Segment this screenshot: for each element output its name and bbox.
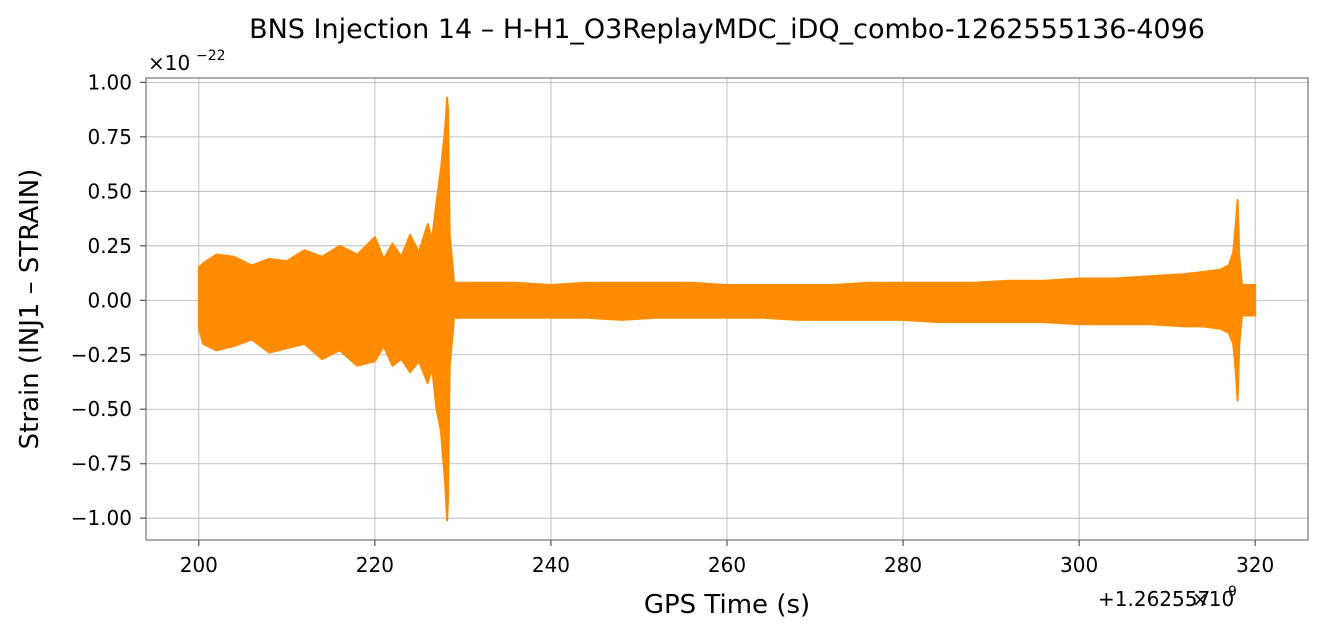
y-scale-multiplier: ×10 −22 [148, 48, 226, 75]
y-scale-exponent: −22 [196, 48, 226, 64]
y-tick-label: −1.00 [71, 506, 132, 530]
x-tick-label: 260 [708, 553, 746, 577]
x-offset-annotation: +1.262557 ×10 9 [1098, 584, 1237, 611]
x-axis-ticks: 200 220 240 260 280 300 320 [180, 540, 1274, 577]
strain-series-envelope [197, 96, 1257, 522]
y-tick-label: 0.75 [87, 125, 132, 149]
x-offset-multiplier: ×10 [1192, 587, 1234, 611]
y-tick-label: −0.25 [71, 343, 132, 367]
y-axis-label: Strain (INJ1 – STRAIN) [15, 169, 45, 450]
x-tick-label: 320 [1236, 553, 1274, 577]
y-scale-base: ×10 [148, 51, 190, 75]
y-tick-label: 0.25 [87, 234, 132, 258]
series-layer [197, 96, 1257, 522]
x-tick-label: 200 [180, 553, 218, 577]
grid-lines [146, 78, 1308, 540]
y-tick-label: −0.50 [71, 397, 132, 421]
x-offset-exponent: 9 [1228, 584, 1237, 600]
x-tick-label: 280 [884, 553, 922, 577]
x-tick-label: 240 [532, 553, 570, 577]
x-tick-label: 220 [356, 553, 394, 577]
y-tick-label: 0.00 [87, 288, 132, 312]
y-axis-ticks: 1.00 0.75 0.50 0.25 0.00 −0.25 −0.50 −0.75 −1.00 [71, 70, 146, 530]
x-offset-value: +1.262557 [1098, 587, 1210, 611]
y-tick-label: 0.50 [87, 179, 132, 203]
y-tick-label: 1.00 [87, 70, 132, 94]
x-axis-label: GPS Time (s) [644, 590, 810, 620]
y-tick-label: −0.75 [71, 452, 132, 476]
x-tick-label: 300 [1060, 553, 1098, 577]
chart-title: BNS Injection 14 – H-H1_O3ReplayMDC_iDQ_… [249, 14, 1205, 45]
